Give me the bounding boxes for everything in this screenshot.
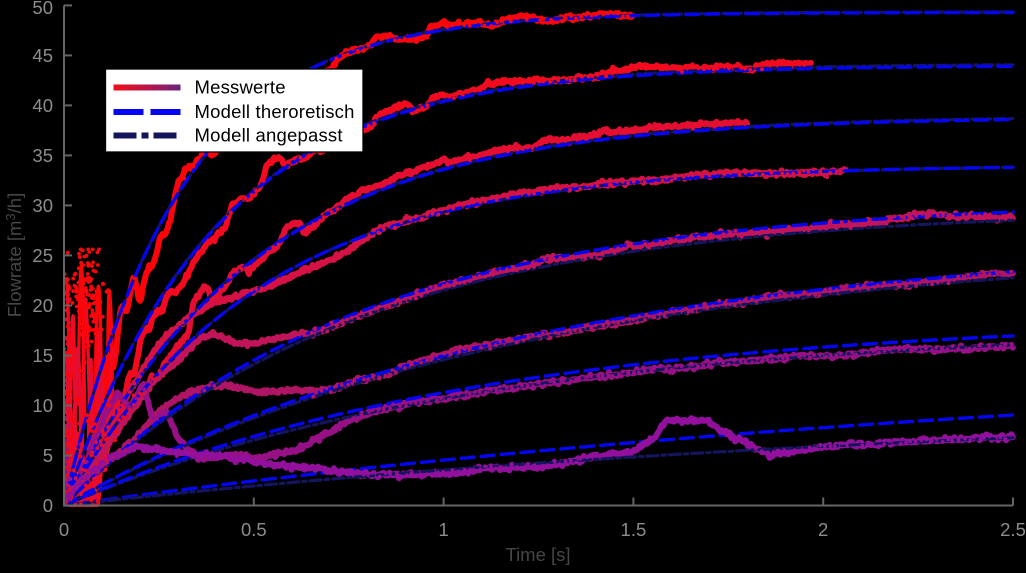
- svg-text:1.5: 1.5: [621, 519, 647, 540]
- svg-text:30: 30: [32, 195, 53, 216]
- svg-text:0.5: 0.5: [241, 519, 267, 540]
- svg-text:Flowrate [m3/h]: Flowrate [m3/h]: [3, 193, 25, 317]
- svg-text:Modell angepasst: Modell angepasst: [195, 125, 343, 146]
- svg-text:20: 20: [32, 295, 53, 316]
- svg-text:0: 0: [59, 519, 69, 540]
- svg-text:50: 50: [32, 0, 53, 18]
- svg-text:Messwerte: Messwerte: [195, 77, 286, 98]
- svg-text:10: 10: [32, 395, 53, 416]
- svg-text:5: 5: [43, 445, 53, 466]
- svg-text:15: 15: [32, 345, 53, 366]
- svg-text:2: 2: [818, 519, 828, 540]
- svg-text:Modell theroretisch: Modell theroretisch: [195, 101, 355, 122]
- svg-text:35: 35: [32, 145, 53, 166]
- svg-text:25: 25: [32, 245, 53, 266]
- svg-text:40: 40: [32, 95, 53, 116]
- svg-text:45: 45: [32, 45, 53, 66]
- svg-text:Time [s]: Time [s]: [505, 544, 570, 565]
- svg-text:0: 0: [43, 495, 53, 516]
- svg-text:1: 1: [438, 519, 448, 540]
- svg-text:2.5: 2.5: [1000, 519, 1026, 540]
